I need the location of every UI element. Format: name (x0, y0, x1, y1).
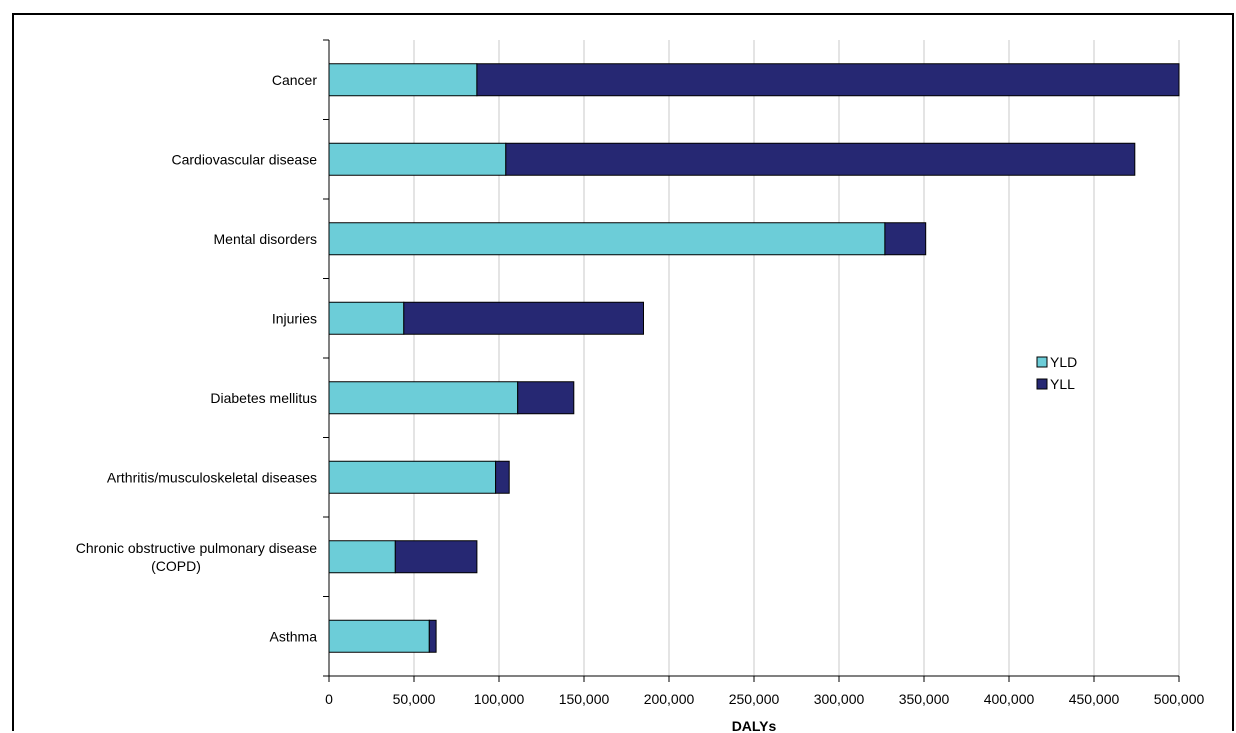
bar-yld (328, 63, 478, 97)
y-tick-label: Asthma (270, 628, 318, 644)
y-tick-label: Arthritis/musculoskeletal diseases (107, 469, 317, 485)
bar-yld (328, 619, 430, 653)
x-tick-label: 300,000 (814, 691, 865, 707)
x-tick-label: 100,000 (474, 691, 525, 707)
y-tick-label: Mental disorders (214, 231, 318, 247)
y-axis: Cancer Cardiovascular disease Mental disor… (76, 39, 330, 677)
y-tick-label: Injuries (272, 310, 317, 326)
legend: YLD YLL (1036, 354, 1077, 392)
x-tick-label: 50,000 (393, 691, 436, 707)
chart-frame (12, 13, 1234, 731)
x-tick-label: 0 (325, 691, 333, 707)
y-tick-label: (COPD) (151, 558, 201, 574)
x-axis-title: DALYs (732, 718, 777, 733)
x-tick-label: 450,000 (1069, 691, 1120, 707)
bar-yll (428, 619, 437, 653)
x-tick-label: 150,000 (559, 691, 610, 707)
x-axis: 0 50,000 100,000 150,000 200,000 250,000 300,0… (325, 675, 1205, 707)
x-tick-label: 500,000 (1154, 691, 1205, 707)
bar-yld (328, 222, 886, 256)
y-tick-label: Cardiovascular disease (171, 151, 317, 167)
bar-yld (328, 460, 497, 494)
bar-yld (328, 540, 396, 574)
legend-label: YLL (1050, 376, 1075, 392)
x-tick-label: 200,000 (644, 691, 695, 707)
bar-yld (328, 142, 507, 176)
bar-yld (328, 301, 405, 335)
y-tick-label: Diabetes mellitus (210, 390, 317, 406)
bar-yll (505, 142, 1136, 176)
bar-yll (403, 301, 644, 335)
x-tick-label: 400,000 (984, 691, 1035, 707)
y-tick-label: Chronic obstructive pulmonary disease (76, 540, 317, 556)
bar-yll (476, 63, 1180, 97)
legend-swatch-yll (1036, 378, 1048, 390)
x-tick-label: 250,000 (729, 691, 780, 707)
bar-yll (517, 381, 575, 415)
y-tick-label: Cancer (272, 72, 317, 88)
legend-label: YLD (1050, 354, 1077, 370)
bar-yll (495, 460, 510, 494)
bar-yll (394, 540, 478, 574)
bar-yld (328, 381, 519, 415)
bar-yll (884, 222, 927, 256)
legend-swatch-yld (1036, 356, 1048, 368)
x-tick-label: 350,000 (899, 691, 950, 707)
